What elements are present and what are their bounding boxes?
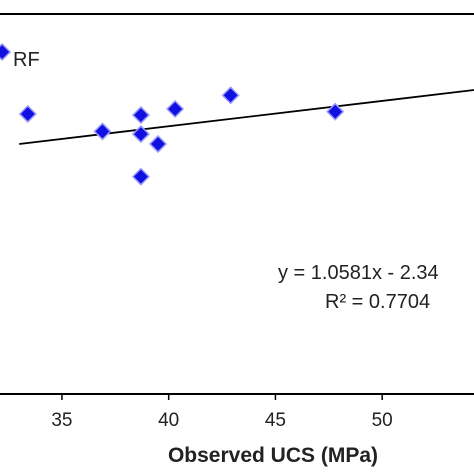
equation-annotation: y = 1.0581x - 2.34 [278,262,439,284]
data-point [221,86,240,105]
r-squared-annotation: R² = 0.7704 [325,291,430,313]
data-point [131,125,150,144]
point-label-rf: RF [13,49,40,71]
data-point [148,134,168,154]
x-axis-ticks: 35 40 45 50 [51,394,393,431]
x-axis-title: Observed UCS (MPa) [168,444,378,467]
data-point [18,104,37,124]
x-tick-label: 45 [265,410,286,431]
data-point [93,122,112,141]
data-point [166,99,185,119]
data-point [326,102,345,121]
trendline [19,89,474,145]
data-point [131,106,150,125]
data-point [0,42,12,62]
x-tick-label: 40 [158,410,179,431]
x-tick-label: 35 [51,410,72,431]
x-tick-label: 50 [372,410,393,431]
data-point [131,167,150,186]
data-points [0,42,345,186]
